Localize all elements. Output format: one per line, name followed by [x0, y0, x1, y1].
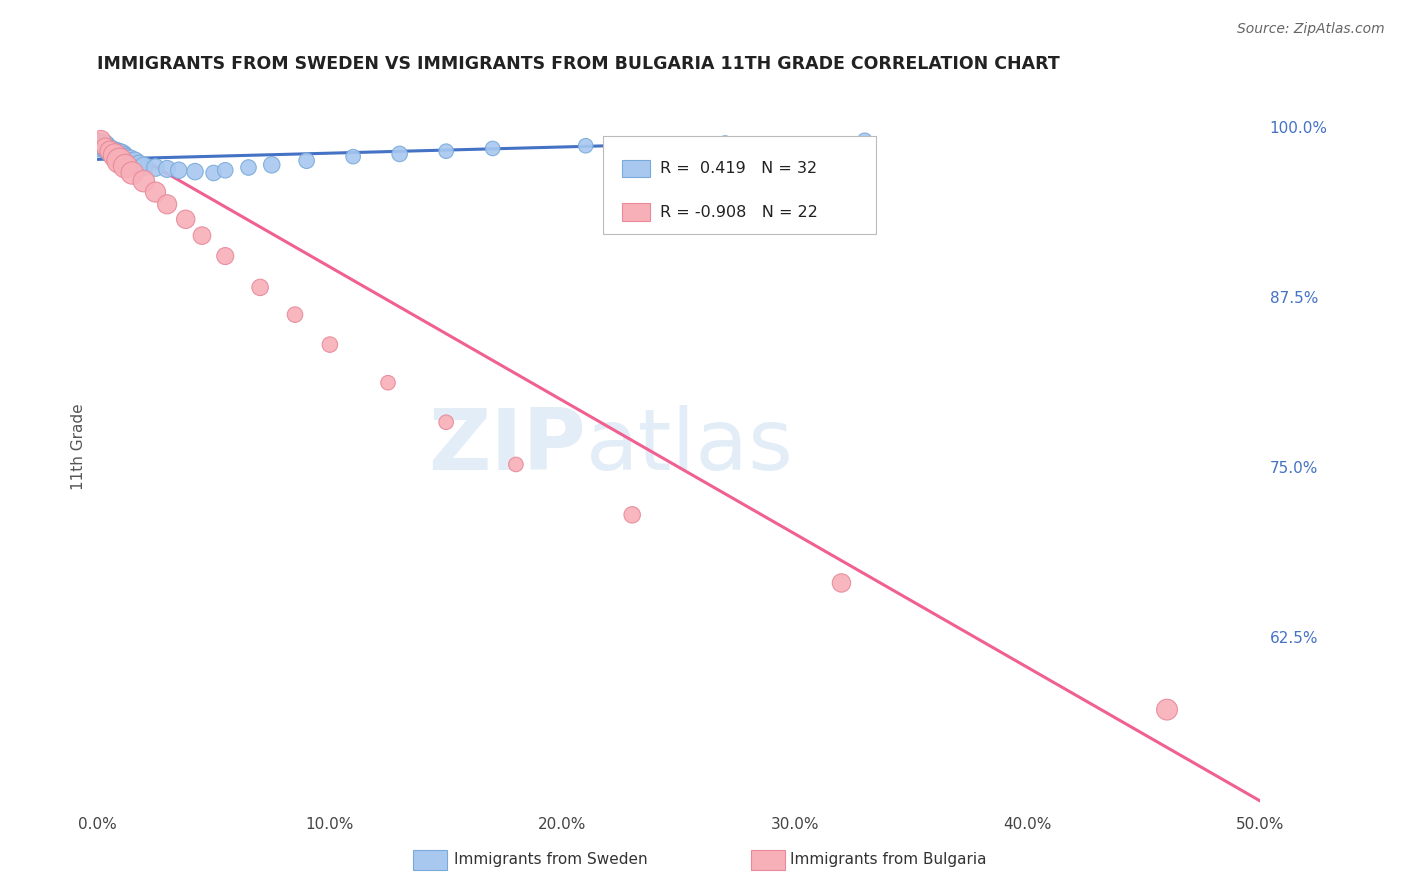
- Point: [121, 166, 143, 180]
- Point: [118, 153, 141, 168]
- Point: [191, 228, 214, 243]
- Point: [124, 155, 146, 169]
- Point: [575, 138, 598, 153]
- FancyBboxPatch shape: [621, 203, 650, 221]
- Point: [104, 147, 127, 161]
- Point: [156, 197, 179, 211]
- Point: [89, 140, 111, 154]
- Point: [110, 150, 132, 164]
- Point: [295, 153, 318, 168]
- Point: [100, 143, 122, 157]
- Text: Immigrants from Bulgaria: Immigrants from Bulgaria: [790, 853, 987, 867]
- Point: [249, 280, 271, 294]
- Point: [319, 337, 342, 351]
- Point: [830, 576, 852, 591]
- Point: [145, 185, 167, 199]
- Point: [184, 164, 207, 178]
- Point: [174, 212, 197, 227]
- Text: atlas: atlas: [586, 405, 793, 488]
- Point: [156, 161, 179, 176]
- Point: [128, 158, 150, 172]
- Point: [1156, 703, 1178, 717]
- Text: Immigrants from Sweden: Immigrants from Sweden: [454, 853, 648, 867]
- Point: [132, 159, 155, 173]
- FancyBboxPatch shape: [621, 161, 650, 178]
- Point: [238, 161, 260, 175]
- Point: [481, 141, 503, 155]
- Point: [93, 138, 115, 153]
- FancyBboxPatch shape: [603, 136, 876, 234]
- Point: [98, 144, 121, 158]
- Text: R =  0.419   N = 32: R = 0.419 N = 32: [659, 161, 817, 177]
- Point: [377, 376, 399, 390]
- Point: [714, 136, 737, 150]
- Point: [103, 145, 125, 160]
- Point: [94, 140, 117, 154]
- Point: [107, 148, 129, 162]
- Point: [145, 161, 167, 175]
- Text: IMMIGRANTS FROM SWEDEN VS IMMIGRANTS FROM BULGARIA 11TH GRADE CORRELATION CHART: IMMIGRANTS FROM SWEDEN VS IMMIGRANTS FRO…: [97, 55, 1060, 73]
- Text: ZIP: ZIP: [427, 405, 586, 488]
- Point: [284, 308, 307, 322]
- Point: [96, 141, 118, 155]
- Point: [132, 174, 155, 188]
- Point: [91, 136, 114, 150]
- Y-axis label: 11th Grade: 11th Grade: [72, 403, 86, 490]
- Point: [434, 144, 457, 158]
- Point: [114, 159, 136, 173]
- Point: [202, 166, 225, 180]
- Point: [621, 508, 644, 522]
- Point: [167, 163, 190, 178]
- Point: [98, 144, 121, 158]
- Point: [388, 147, 411, 161]
- Point: [214, 249, 236, 263]
- Point: [114, 153, 136, 167]
- Point: [342, 150, 364, 164]
- Point: [214, 163, 236, 178]
- Point: [108, 153, 131, 168]
- Point: [505, 458, 527, 472]
- Text: Source: ZipAtlas.com: Source: ZipAtlas.com: [1237, 22, 1385, 37]
- Point: [111, 151, 134, 165]
- Point: [90, 133, 112, 147]
- Point: [853, 133, 876, 147]
- Point: [434, 415, 457, 429]
- Point: [104, 148, 127, 162]
- Point: [260, 158, 283, 172]
- Text: R = -0.908   N = 22: R = -0.908 N = 22: [659, 204, 818, 219]
